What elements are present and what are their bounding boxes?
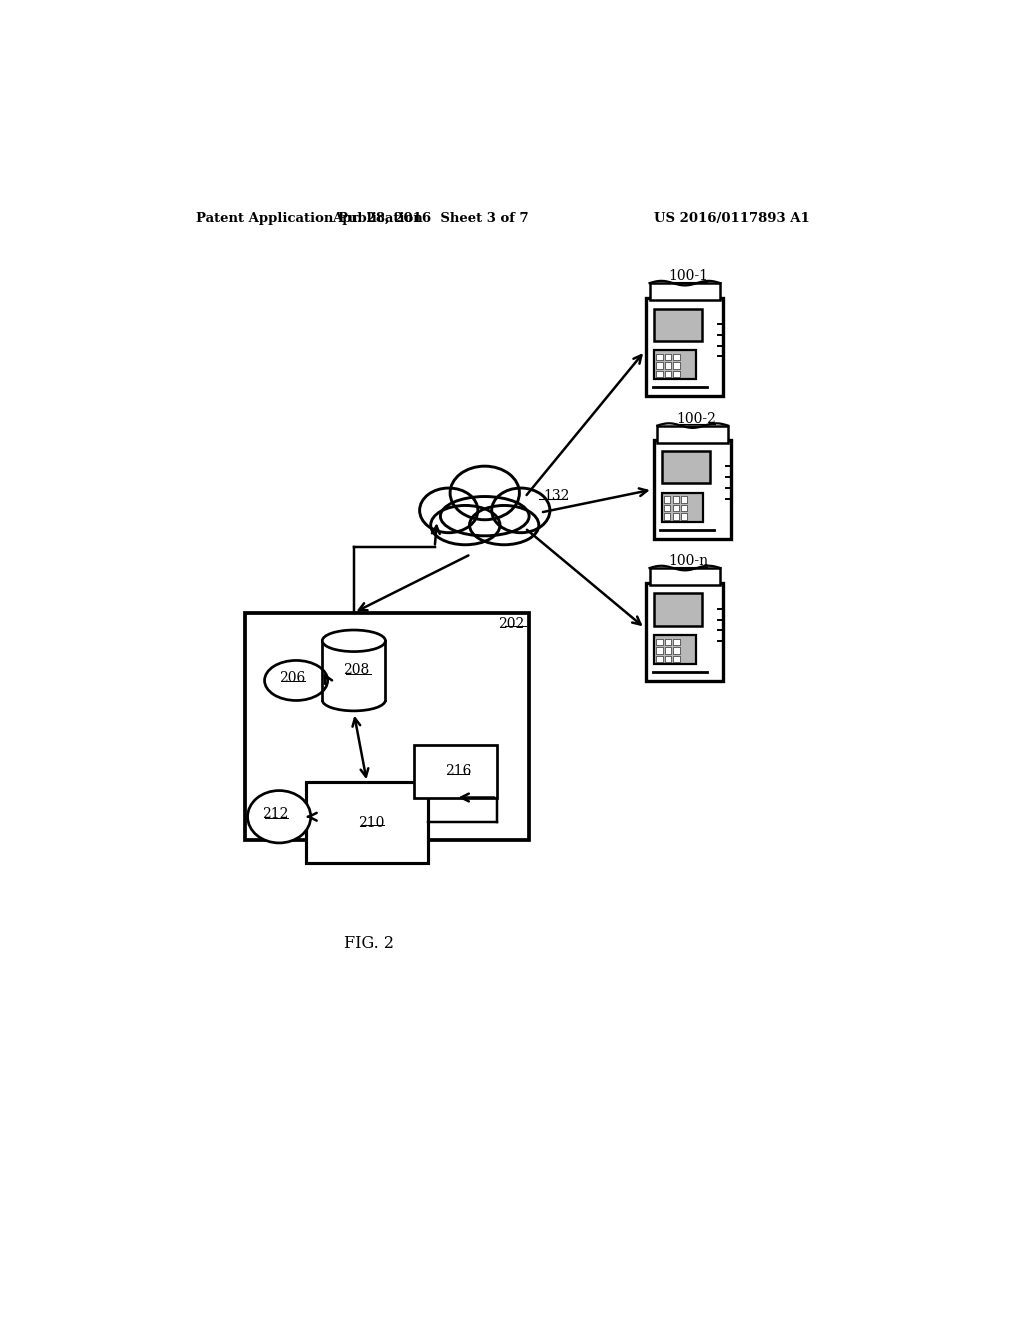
Bar xyxy=(646,298,724,396)
Bar xyxy=(665,656,671,663)
Text: 208: 208 xyxy=(343,664,370,677)
Text: 210: 210 xyxy=(357,816,384,829)
Bar xyxy=(662,492,703,521)
Text: 216: 216 xyxy=(444,764,471,779)
Text: 100-1: 100-1 xyxy=(669,269,709,284)
Bar xyxy=(656,371,663,378)
Bar xyxy=(665,496,671,503)
Bar xyxy=(649,568,720,585)
Bar xyxy=(674,639,680,645)
Ellipse shape xyxy=(264,660,328,701)
Text: Apr. 28, 2016  Sheet 3 of 7: Apr. 28, 2016 Sheet 3 of 7 xyxy=(333,213,529,224)
Bar xyxy=(649,284,720,300)
Bar xyxy=(674,656,680,663)
Bar xyxy=(245,612,529,840)
Ellipse shape xyxy=(420,488,478,533)
Bar xyxy=(662,451,710,483)
Text: US 2016/0117893 A1: US 2016/0117893 A1 xyxy=(654,213,810,224)
Bar xyxy=(681,513,687,520)
Ellipse shape xyxy=(470,506,539,545)
Bar xyxy=(665,647,671,653)
Text: Patent Application Publication: Patent Application Publication xyxy=(196,213,423,224)
Ellipse shape xyxy=(248,791,310,843)
Bar xyxy=(646,582,724,681)
Bar xyxy=(673,496,679,503)
Bar xyxy=(654,635,695,664)
Bar xyxy=(665,506,671,511)
Bar xyxy=(665,363,671,368)
Text: 202: 202 xyxy=(499,616,524,631)
Text: 212: 212 xyxy=(262,808,289,821)
Text: 132: 132 xyxy=(544,488,569,503)
Bar xyxy=(674,371,680,378)
Bar xyxy=(656,647,663,653)
Bar xyxy=(656,639,663,645)
Bar xyxy=(654,309,701,341)
Bar xyxy=(674,647,680,653)
Bar xyxy=(306,781,428,863)
Bar xyxy=(657,425,728,442)
Ellipse shape xyxy=(431,506,500,545)
Bar xyxy=(665,639,671,645)
Ellipse shape xyxy=(323,630,385,652)
Bar xyxy=(674,363,680,368)
Bar xyxy=(654,350,695,379)
Bar xyxy=(414,744,497,797)
Bar xyxy=(665,354,671,360)
Bar xyxy=(665,513,671,520)
Bar xyxy=(673,506,679,511)
Bar xyxy=(654,594,701,626)
Bar xyxy=(665,371,671,378)
Bar xyxy=(654,441,731,539)
Text: 206: 206 xyxy=(280,671,305,685)
Text: 100-2: 100-2 xyxy=(677,412,717,425)
Bar xyxy=(323,640,385,700)
Bar xyxy=(656,354,663,360)
Bar xyxy=(656,363,663,368)
Bar xyxy=(681,496,687,503)
Text: FIG. 2: FIG. 2 xyxy=(344,936,394,952)
Bar xyxy=(674,354,680,360)
Bar xyxy=(681,506,687,511)
Text: 100-n: 100-n xyxy=(669,554,709,568)
Ellipse shape xyxy=(492,488,550,533)
Ellipse shape xyxy=(451,466,519,520)
Bar xyxy=(673,513,679,520)
Bar xyxy=(656,656,663,663)
Ellipse shape xyxy=(440,496,529,536)
